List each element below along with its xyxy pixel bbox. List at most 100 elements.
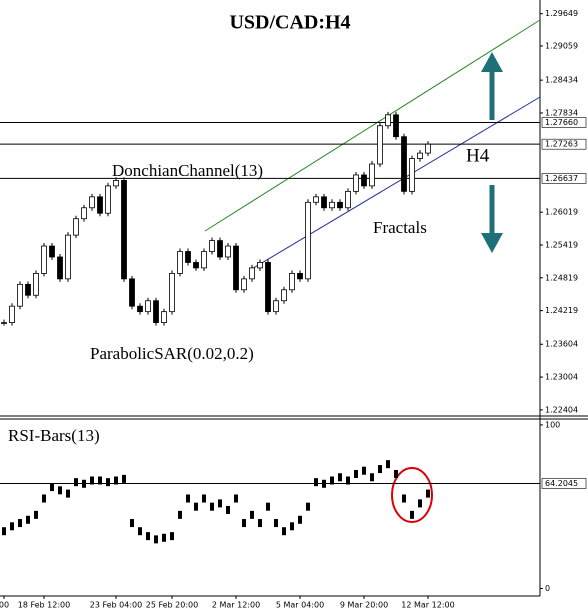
price-level-label: 1.27660	[545, 118, 578, 127]
y-tick-label: 1.27834	[545, 108, 578, 117]
x-tick-label: 25 Feb 20:00	[146, 601, 198, 610]
candle	[361, 174, 367, 187]
rsi-bar	[314, 478, 318, 487]
candle	[153, 300, 159, 323]
rsi-bar	[146, 532, 150, 541]
rsi-bar	[306, 502, 310, 511]
rsi-bar	[178, 510, 182, 519]
candle	[25, 283, 31, 296]
candle	[233, 245, 239, 291]
rsi-bar	[202, 494, 206, 503]
price-level-label: 1.27263	[545, 140, 578, 149]
rsi-level-box	[541, 478, 587, 489]
candle	[297, 272, 303, 280]
candle	[193, 262, 199, 269]
rsi-bar	[50, 483, 54, 492]
candle	[41, 245, 47, 274]
x-tick-label: 5 Mar 04:00	[276, 601, 324, 610]
rsi-bar	[2, 527, 6, 536]
rsi-bar	[426, 489, 430, 498]
rsi-bar	[218, 499, 222, 508]
candle	[73, 218, 79, 236]
candle	[385, 114, 391, 127]
rsi-bar	[274, 519, 278, 528]
rsi-bar	[186, 494, 190, 503]
price-level-box	[541, 173, 587, 184]
rsi-bar	[114, 476, 118, 485]
candle	[1, 322, 7, 324]
candle	[145, 300, 151, 313]
candle	[321, 196, 327, 209]
annotation: ParabolicSAR(0.02,0.2)	[90, 344, 254, 363]
candle	[89, 196, 95, 209]
candle	[129, 278, 135, 307]
candle	[249, 267, 255, 280]
rsi-bar	[258, 519, 262, 528]
rsi-bar	[210, 502, 214, 511]
candle	[81, 207, 87, 220]
y-tick-label: 0	[545, 584, 550, 593]
candle	[401, 136, 407, 192]
rsi-bar	[266, 502, 270, 511]
candle	[137, 305, 143, 313]
direction-arrows	[481, 52, 503, 253]
rsi-bar	[362, 466, 366, 475]
y-tick-label: 1.25419	[545, 241, 578, 250]
candle	[113, 180, 119, 187]
candle	[17, 283, 23, 307]
trend-line-lower	[249, 96, 541, 271]
candle	[425, 143, 431, 154]
x-tick-label: 12 Mar 12:00	[401, 601, 454, 610]
candle	[105, 185, 111, 214]
candle	[313, 196, 319, 203]
y-tick-label: 1.26019	[545, 208, 578, 217]
y-tick-label: 1.24219	[545, 306, 578, 315]
price-level-box	[541, 117, 587, 128]
annotation: DonchianChannel(13)	[112, 161, 263, 180]
rsi-bar	[194, 502, 198, 511]
candle	[65, 234, 71, 280]
candle	[33, 272, 39, 296]
trend-line-upper	[204, 19, 541, 232]
rsi-bar	[370, 473, 374, 482]
candle	[393, 114, 399, 138]
rsi-bar	[354, 469, 358, 478]
candle	[49, 245, 55, 258]
candle	[329, 201, 335, 209]
x-tick-label: 9 Mar 20:00	[340, 601, 388, 610]
candle	[417, 152, 423, 159]
rsi-bar	[106, 478, 110, 487]
y-tick-label: 1.29649	[545, 9, 578, 18]
rsi-bar	[82, 479, 86, 488]
rsi-bar	[98, 476, 102, 485]
candle	[97, 196, 103, 214]
rsi-bar	[122, 474, 126, 483]
candle	[57, 256, 63, 280]
rsi-bar	[10, 522, 14, 531]
panel-title: RSI-Bars(13)	[8, 426, 100, 445]
price-level-box	[541, 138, 587, 150]
candle	[201, 251, 207, 269]
candle	[241, 278, 247, 291]
annotation: H4	[466, 145, 490, 166]
rsi-bar	[330, 476, 334, 485]
rsi-level-label: 64.2045	[545, 479, 578, 488]
x-tick-label: 00	[0, 601, 9, 610]
candle	[353, 174, 359, 192]
rsi-bar	[234, 494, 238, 503]
candle	[209, 240, 215, 252]
highlight-ellipse	[391, 467, 433, 523]
rsi-bar	[26, 515, 30, 524]
candle	[177, 251, 183, 274]
x-tick-label: 2 Mar 12:00	[212, 601, 260, 610]
rsi-bar	[394, 469, 398, 478]
candle	[9, 305, 15, 323]
x-tick-label: 23 Feb 04:00	[90, 601, 142, 610]
rsi-bar	[378, 465, 382, 474]
rsi-bar	[298, 515, 302, 524]
rsi-bar	[410, 510, 414, 519]
candle	[345, 190, 351, 209]
